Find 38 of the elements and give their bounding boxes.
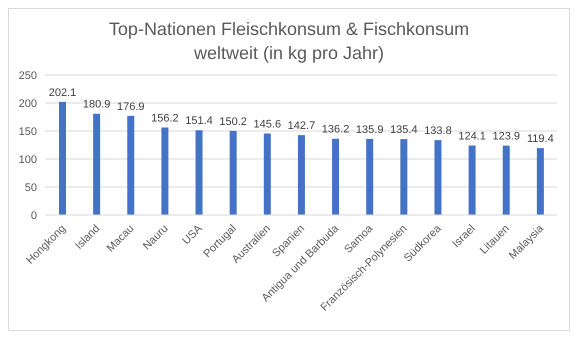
bar xyxy=(196,130,203,215)
bar xyxy=(264,133,271,215)
bar xyxy=(230,130,237,215)
data-label: 180.9 xyxy=(82,98,110,111)
y-tick-label: 200 xyxy=(18,98,37,110)
data-label: 133.8 xyxy=(424,125,452,138)
data-label: 142.7 xyxy=(288,120,316,132)
data-label: 156.2 xyxy=(151,112,179,125)
y-tick-label: 250 xyxy=(18,70,37,82)
bar xyxy=(366,138,374,215)
bar xyxy=(468,146,476,215)
data-label: 136.2 xyxy=(322,124,350,136)
data-label: 135.4 xyxy=(390,124,418,136)
bar xyxy=(93,114,100,215)
data-label: 151.4 xyxy=(185,115,213,128)
bar xyxy=(400,139,408,215)
bar xyxy=(536,148,544,215)
y-tick-label: 150 xyxy=(18,126,37,138)
chart-title: Top-Nationen Fleischkonsum & Fischkonsum weltweit (in kg pro Jahr) xyxy=(108,18,470,65)
x-tick-label: USA xyxy=(180,222,206,248)
data-label: 202.1 xyxy=(48,86,76,99)
bar xyxy=(434,140,442,215)
bar xyxy=(502,146,510,215)
data-label: 145.6 xyxy=(254,118,282,130)
bar xyxy=(127,116,134,215)
data-label: 176.9 xyxy=(117,100,145,113)
data-label: 119.4 xyxy=(527,133,554,146)
bar xyxy=(161,128,168,215)
data-label: 135.9 xyxy=(356,124,384,136)
bar xyxy=(332,138,340,215)
data-label: 150.2 xyxy=(219,116,247,128)
bar xyxy=(59,102,66,215)
data-label: 123.9 xyxy=(492,130,520,143)
y-tick-label: 100 xyxy=(18,154,37,166)
bar xyxy=(298,135,305,215)
y-tick-label: 50 xyxy=(24,182,37,194)
y-tick-label: 0 xyxy=(30,210,37,222)
data-label: 124.1 xyxy=(458,130,486,143)
